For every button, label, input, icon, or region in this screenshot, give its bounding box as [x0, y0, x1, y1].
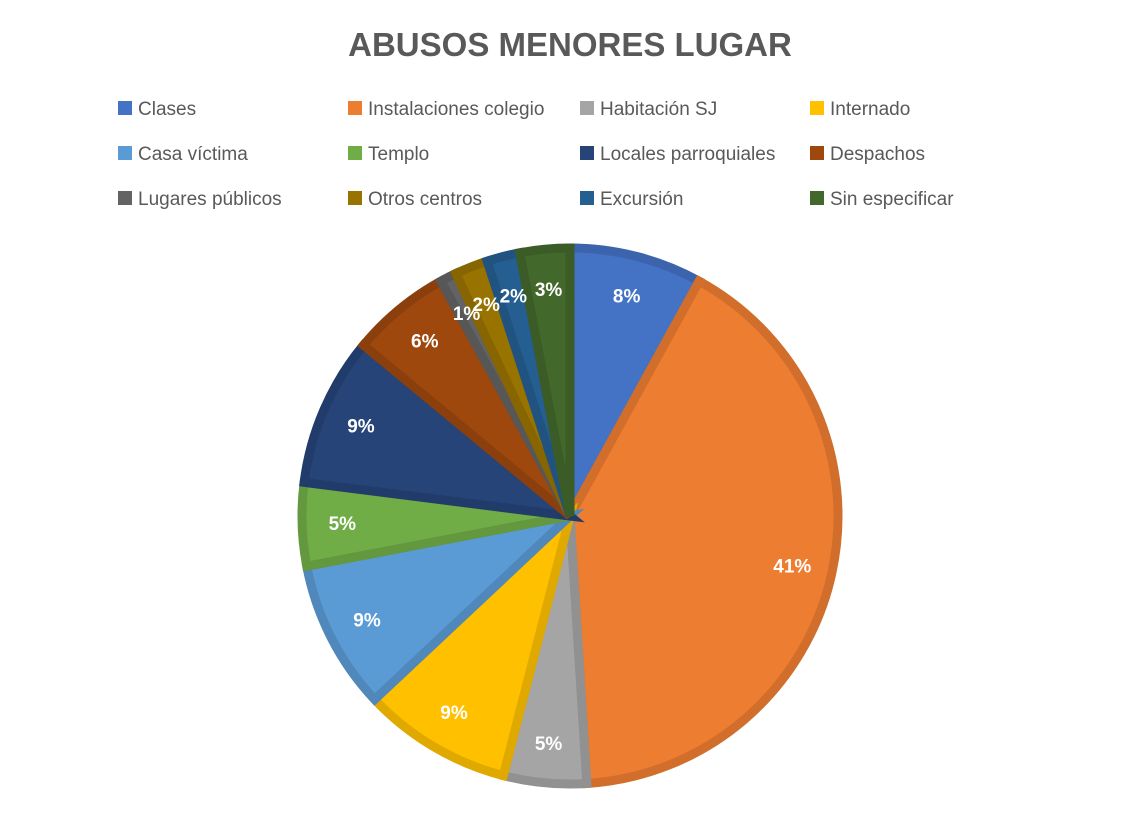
legend-item: Otros centros — [348, 189, 482, 210]
legend-label: Clases — [138, 99, 196, 120]
legend-swatch — [810, 101, 824, 115]
legend-label: Instalaciones colegio — [368, 99, 544, 120]
legend-item: Templo — [348, 144, 429, 165]
legend-label: Casa víctima — [138, 144, 248, 165]
data-label: 1% — [453, 304, 481, 325]
pie-slice — [299, 338, 585, 523]
pie-slices — [297, 243, 843, 789]
legend-label: Sin especificar — [830, 189, 954, 210]
legend-item: Casa víctima — [118, 144, 248, 165]
chart-title: ABUSOS MENORES LUGAR — [348, 26, 792, 63]
pie-slice — [514, 243, 575, 517]
legend-label: Excursión — [600, 189, 683, 210]
legend-swatch — [118, 191, 132, 205]
legend-label: Habitación SJ — [600, 99, 717, 120]
legend-swatch — [580, 146, 594, 160]
data-label: 8% — [613, 286, 641, 307]
legend-item: Internado — [810, 99, 910, 120]
data-label: 5% — [535, 734, 563, 755]
legend-item: Instalaciones colegio — [348, 99, 544, 120]
legend-item: Clases — [118, 99, 196, 120]
pie-slice — [368, 502, 579, 782]
legend-label: Otros centros — [368, 189, 482, 210]
data-label: 9% — [440, 703, 468, 724]
data-label: 2% — [472, 295, 500, 316]
data-label: 41% — [773, 557, 811, 578]
legend-swatch — [118, 101, 132, 115]
legend-swatch — [348, 101, 362, 115]
legend-swatch — [810, 191, 824, 205]
data-label: 9% — [353, 610, 381, 631]
legend-item: Locales parroquiales — [580, 144, 775, 165]
legend-label: Locales parroquiales — [600, 144, 775, 165]
legend-label: Internado — [830, 99, 910, 120]
legend-item: Excursión — [580, 189, 683, 210]
legend-swatch — [580, 101, 594, 115]
legend-item: Despachos — [810, 144, 925, 165]
data-labels: 8%41%5%9%9%5%9%6%1%2% 2% 3% — [329, 280, 812, 755]
pie-slice — [565, 275, 843, 789]
legend-item: Lugares públicos — [118, 189, 282, 210]
legend-swatch — [810, 146, 824, 160]
legend-swatch — [348, 191, 362, 205]
legend-swatch — [348, 146, 362, 160]
legend-item: Habitación SJ — [580, 99, 717, 120]
legend-label: Lugares públicos — [138, 189, 282, 210]
legend-swatch — [118, 146, 132, 160]
data-label: 9% — [347, 417, 375, 438]
data-label: 5% — [329, 514, 357, 535]
pie-slice — [301, 508, 585, 706]
data-label: 2% — [500, 286, 528, 307]
data-label: 6% — [411, 331, 439, 352]
data-label: 3% — [535, 280, 563, 301]
legend-label: Despachos — [830, 144, 925, 165]
legend-label: Templo — [368, 144, 429, 165]
legend-swatch — [580, 191, 594, 205]
legend: Clases Instalaciones colegio Habitación SJ… — [118, 99, 954, 210]
legend-item: Sin especificar — [810, 189, 954, 210]
